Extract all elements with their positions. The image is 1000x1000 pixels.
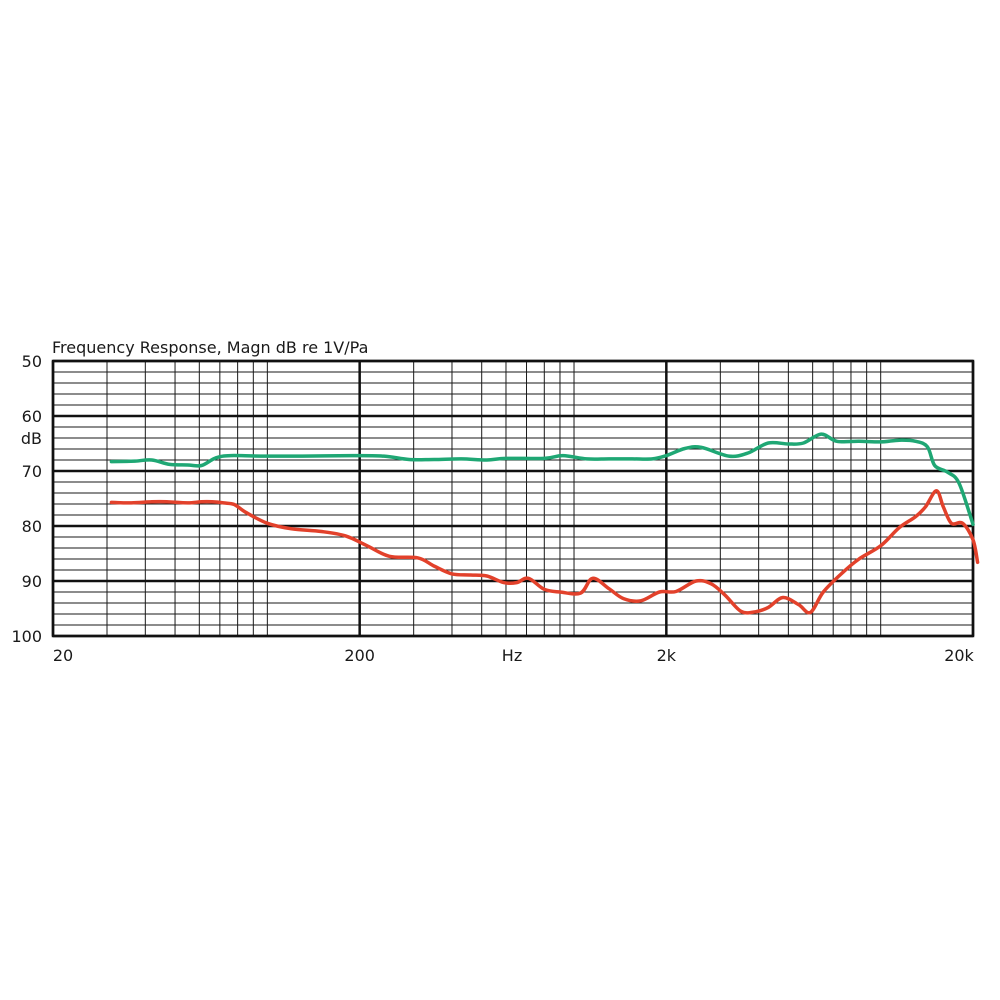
y-tick-label: 60 [22,407,42,426]
x-tick-label: 2k [657,646,677,665]
y-tick-label: 80 [22,517,42,536]
series-line-1 [109,432,975,527]
plot-frame [51,359,975,638]
y-tick-label: 70 [22,462,42,481]
y-tick-label: 100 [11,627,42,646]
x-tick-label: 20 [53,646,73,665]
x-tick-label: 200 [344,646,375,665]
y-tick-label: 50 [22,352,42,371]
tick-labels: 50 60 70 80 90 100 20 200 2k 20k [11,352,974,665]
series-layer [109,432,980,615]
minor-grid [53,361,973,636]
y-axis-label: dB [21,429,42,448]
series-line-2 [109,489,980,615]
chart-title: Frequency Response, Magn dB re 1V/Pa [52,338,368,357]
y-tick-label: 90 [22,572,42,591]
major-grid [51,359,975,638]
x-axis-label: Hz [502,646,522,665]
x-tick-label: 20k [944,646,974,665]
